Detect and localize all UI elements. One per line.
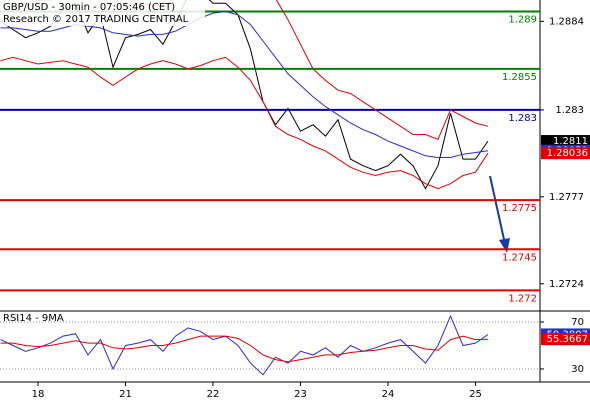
price-marker-label: 55.3667 (547, 334, 588, 345)
x-tick-label: 25 (469, 389, 482, 400)
price-marker-label: 1.2811 (553, 136, 588, 147)
rsi-title: RSI14 - 9MA (3, 313, 64, 324)
level-label: 1.2855 (502, 72, 537, 83)
x-tick-label: 18 (32, 389, 45, 400)
x-tick-label: 23 (294, 389, 307, 400)
level-label: 1.2775 (502, 203, 537, 214)
x-tick-label: 24 (382, 389, 395, 400)
projection-arrow (489, 175, 506, 245)
price-marker-label: 1.28036 (547, 148, 588, 159)
chart-subtitle: Research © 2017 TRADING CENTRAL (3, 14, 189, 25)
y-tick-label: 1.283 (555, 105, 584, 116)
series-line (0, 335, 489, 363)
price-marker (541, 147, 590, 160)
series-line (34, 0, 489, 141)
x-tick-label: 22 (207, 389, 220, 400)
chart-title: GBP/USD - 30min - 07:05:46 (CET) (3, 2, 175, 13)
title-backdrop (0, 0, 205, 26)
level-label: 1.2745 (502, 252, 537, 263)
price-marker (541, 135, 590, 148)
level-label: 1.289 (508, 14, 537, 25)
y-tick-label: 30 (571, 364, 584, 375)
y-tick-label: 70 (571, 317, 584, 328)
y-tick-label: 1.2884 (549, 16, 584, 27)
y-tick-label: 1.2777 (549, 192, 584, 203)
y-tick-label: 1.2724 (549, 279, 584, 290)
level-label: 1.283 (508, 113, 537, 124)
series-line (0, 56, 489, 190)
price-marker (541, 333, 590, 346)
level-label: 1.272 (508, 293, 537, 304)
x-tick-label: 21 (119, 389, 132, 400)
